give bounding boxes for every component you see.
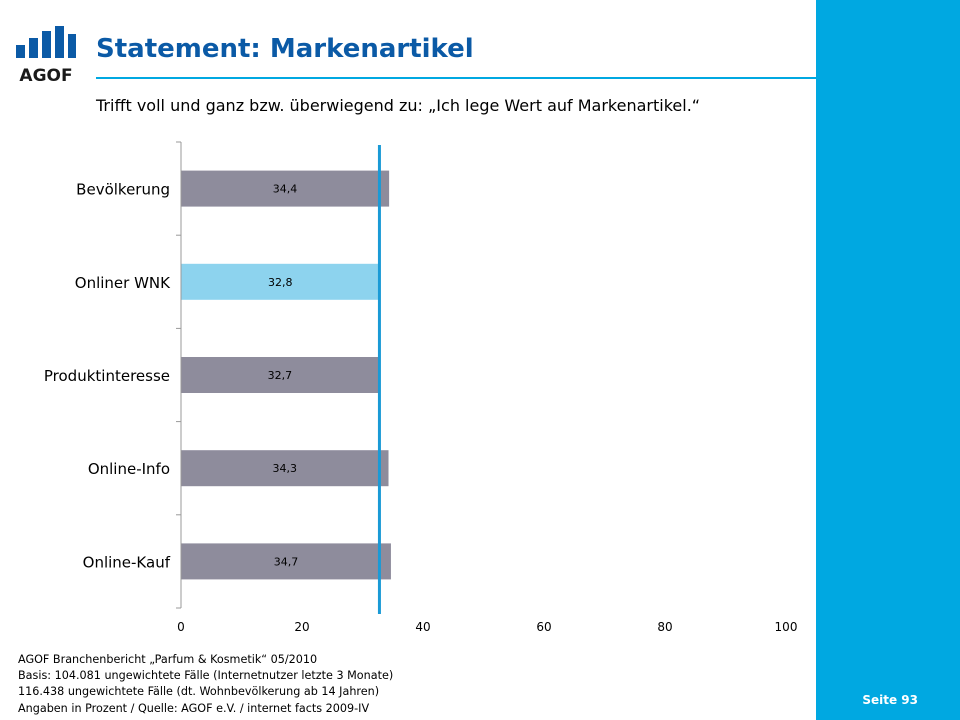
bar-onliner-wnk — [181, 263, 380, 300]
bar-value-label: 32,8 — [268, 276, 293, 289]
axis-group — [176, 141, 182, 609]
logo-bars-icon — [16, 26, 76, 58]
bar-value-label: 34,3 — [273, 462, 298, 475]
logo-text: AGOF — [19, 66, 72, 86]
x-tick-label: 80 — [657, 620, 672, 634]
page-title: Statement: Markenartikel — [96, 34, 474, 64]
agof-logo: AGOF — [16, 26, 76, 86]
x-tick-label: 40 — [415, 620, 430, 634]
category-labels-group: Bevölkerung Onliner WNK Produktinteresse On… — [44, 181, 171, 572]
bar-online-info — [181, 450, 389, 487]
bars-group — [181, 170, 391, 580]
category-label: Produktinteresse — [44, 367, 170, 385]
x-tick-label: 100 — [775, 620, 798, 634]
bar-produktinteresse — [181, 357, 379, 393]
chart-subtitle: Trifft voll und ganz bzw. überwiegend zu… — [96, 96, 701, 115]
category-label: Online-Info — [88, 460, 170, 478]
bar-online-kauf — [181, 543, 391, 580]
footer-line: 116.438 ungewichtete Fälle (dt. Wohnbevö… — [18, 685, 380, 699]
bar-bevölkerung — [181, 170, 390, 207]
footer-line: Angaben in Prozent / Quelle: AGOF e.V. /… — [18, 701, 370, 715]
category-label: Online-Kauf — [83, 553, 171, 571]
bar-value-label: 34,4 — [273, 183, 298, 196]
bar-chart: 34,4 32,8 32,7 34,3 34,7 Bevölkerung Onliner … — [44, 141, 797, 634]
x-tick-label: 20 — [294, 620, 309, 634]
x-tick-label: 60 — [536, 620, 551, 634]
footer-line: AGOF Branchenbericht „Parfum & Kosmetik“… — [18, 653, 318, 666]
x-tick-labels-group: 0 20 40 60 80 100 — [177, 620, 797, 634]
right-band — [816, 0, 960, 720]
page-number: Seite 93 — [862, 693, 918, 707]
title-divider — [96, 77, 816, 79]
bar-value-label: 34,7 — [274, 555, 299, 568]
bar-value-label: 32,7 — [268, 369, 293, 382]
category-label: Bevölkerung — [76, 181, 170, 199]
footer-line: Basis: 104.081 ungewichtete Fälle (Inter… — [18, 669, 394, 683]
category-label: Onliner WNK — [75, 274, 171, 292]
x-tick-label: 0 — [177, 620, 185, 634]
value-labels-group: 34,4 32,8 32,7 34,3 34,7 — [268, 183, 299, 569]
footer-notes: AGOF Branchenbericht „Parfum & Kosmetik“… — [18, 652, 393, 717]
